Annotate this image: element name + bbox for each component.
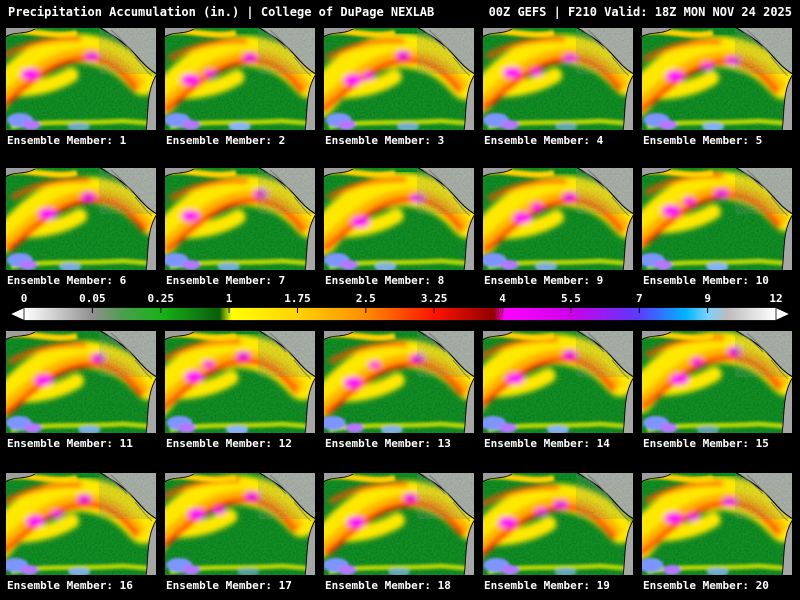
ensemble-grid: Ensemble Member: 1 <box>0 27 800 592</box>
ensemble-member-label: Ensemble Member: 15 <box>643 437 769 450</box>
precip-map-thumbnail[interactable] <box>5 167 157 271</box>
precip-map-thumbnail[interactable] <box>641 330 793 434</box>
ensemble-member-label: Ensemble Member: 17 <box>166 579 292 592</box>
ensemble-member-panel[interactable]: Ensemble Member: 18 <box>323 472 475 592</box>
ensemble-member-label: Ensemble Member: 19 <box>484 579 610 592</box>
ensemble-member-panel[interactable]: Ensemble Member: 17 <box>164 472 316 592</box>
ensemble-member-panel[interactable]: Ensemble Member: 20 <box>641 472 793 592</box>
ensemble-member-panel[interactable]: Ensemble Member: 7 <box>164 167 316 287</box>
colorbar-tick-label: 4 <box>499 292 506 305</box>
ensemble-member-label: Ensemble Member: 1 <box>7 134 127 147</box>
product-title: Precipitation Accumulation (in.) | Colle… <box>8 5 435 19</box>
precip-map-thumbnail[interactable] <box>482 330 634 434</box>
ensemble-row: Ensemble Member: 1 <box>0 27 800 147</box>
ensemble-member-label: Ensemble Member: 5 <box>643 134 763 147</box>
colorbar-tick-label: 0 <box>20 292 28 305</box>
ensemble-member-label: Ensemble Member: 11 <box>7 437 133 450</box>
ensemble-member-label: Ensemble Member: 14 <box>484 437 610 450</box>
colorbar-left-arrow-icon <box>8 306 26 322</box>
precip-map-thumbnail[interactable] <box>164 27 316 131</box>
ensemble-member-label: Ensemble Member: 18 <box>325 579 451 592</box>
ensemble-member-label: Ensemble Member: 10 <box>643 274 769 287</box>
ensemble-member-panel[interactable]: Ensemble Member: 14 <box>482 330 634 450</box>
colorbar-tick-label: 3.25 <box>420 292 448 305</box>
precip-map-thumbnail[interactable] <box>323 330 475 434</box>
ensemble-row: Ensemble Member: 16 <box>0 472 800 592</box>
precip-map-thumbnail[interactable] <box>164 330 316 434</box>
colorbar-tick-label: 1.75 <box>284 292 311 305</box>
precip-map-thumbnail[interactable] <box>5 472 157 576</box>
ensemble-row: Ensemble Member: 6 <box>0 167 800 287</box>
colorbar-tick-label: 5.5 <box>560 292 581 305</box>
ensemble-member-panel[interactable]: Ensemble Member: 9 <box>482 167 634 287</box>
ensemble-member-panel[interactable]: Ensemble Member: 12 <box>164 330 316 450</box>
precip-map-thumbnail[interactable] <box>5 27 157 131</box>
precip-map-thumbnail[interactable] <box>482 472 634 576</box>
precip-map-thumbnail[interactable] <box>482 167 634 271</box>
colorbar: 0 0.05 0.25 1 1.75 2.5 3.25 4 5.5 7 9 12 <box>8 293 792 326</box>
precip-map-thumbnail[interactable] <box>323 27 475 131</box>
ensemble-member-label: Ensemble Member: 4 <box>484 134 604 147</box>
ensemble-member-panel[interactable]: Ensemble Member: 8 <box>323 167 475 287</box>
precip-map-thumbnail[interactable] <box>5 330 157 434</box>
colorbar-tick-labels: 0 0.05 0.25 1 1.75 2.5 3.25 4 5.5 7 9 12 <box>8 293 792 306</box>
ensemble-member-panel[interactable]: Ensemble Member: 13 <box>323 330 475 450</box>
precip-map-thumbnail[interactable] <box>641 472 793 576</box>
colorbar-tick-label: 12 <box>769 292 783 305</box>
ensemble-member-label: Ensemble Member: 6 <box>7 274 127 287</box>
ensemble-member-panel[interactable]: Ensemble Member: 11 <box>5 330 157 450</box>
precip-map-thumbnail[interactable] <box>323 472 475 576</box>
colorbar-right-arrow-icon <box>774 306 792 322</box>
precip-map-thumbnail[interactable] <box>641 27 793 131</box>
ensemble-member-label: Ensemble Member: 8 <box>325 274 445 287</box>
header: Precipitation Accumulation (in.) | Colle… <box>0 0 800 19</box>
ensemble-member-label: Ensemble Member: 12 <box>166 437 292 450</box>
colorbar-gradient-bar <box>8 306 792 322</box>
ensemble-member-panel[interactable]: Ensemble Member: 1 <box>5 27 157 147</box>
ensemble-member-label: Ensemble Member: 16 <box>7 579 133 592</box>
ensemble-member-panel[interactable]: Ensemble Member: 6 <box>5 167 157 287</box>
colorbar-tick-label: 1 <box>225 292 233 305</box>
ensemble-member-label: Ensemble Member: 3 <box>325 134 445 147</box>
ensemble-member-panel[interactable]: Ensemble Member: 15 <box>641 330 793 450</box>
ensemble-member-label: Ensemble Member: 13 <box>325 437 451 450</box>
colorbar-tick-label: 7 <box>635 292 643 305</box>
ensemble-member-label: Ensemble Member: 2 <box>166 134 286 147</box>
precip-map-thumbnail[interactable] <box>164 472 316 576</box>
ensemble-member-panel[interactable]: Ensemble Member: 16 <box>5 472 157 592</box>
colorbar-tick-label: 0.05 <box>79 292 106 305</box>
precip-map-thumbnail[interactable] <box>323 167 475 271</box>
colorbar-tick-label: 0.25 <box>147 292 174 305</box>
ensemble-member-panel[interactable]: Ensemble Member: 4 <box>482 27 634 147</box>
colorbar-tick-label: 2.5 <box>355 292 376 305</box>
ensemble-member-panel[interactable]: Ensemble Member: 3 <box>323 27 475 147</box>
ensemble-row: Ensemble Member: 11 <box>0 330 800 450</box>
ensemble-member-panel[interactable]: Ensemble Member: 19 <box>482 472 634 592</box>
ensemble-member-label: Ensemble Member: 20 <box>643 579 769 592</box>
precip-map-thumbnail[interactable] <box>482 27 634 131</box>
ensemble-member-label: Ensemble Member: 9 <box>484 274 604 287</box>
colorbar-tick-label: 9 <box>704 292 711 305</box>
precip-map-thumbnail[interactable] <box>641 167 793 271</box>
ensemble-member-label: Ensemble Member: 7 <box>166 274 286 287</box>
model-run-valid-time: 00Z GEFS | F210 Valid: 18Z MON NOV 24 20… <box>488 5 792 19</box>
ensemble-member-panel[interactable]: Ensemble Member: 5 <box>641 27 793 147</box>
precip-map-thumbnail[interactable] <box>164 167 316 271</box>
ensemble-member-panel[interactable]: Ensemble Member: 10 <box>641 167 793 287</box>
ensemble-member-panel[interactable]: Ensemble Member: 2 <box>164 27 316 147</box>
